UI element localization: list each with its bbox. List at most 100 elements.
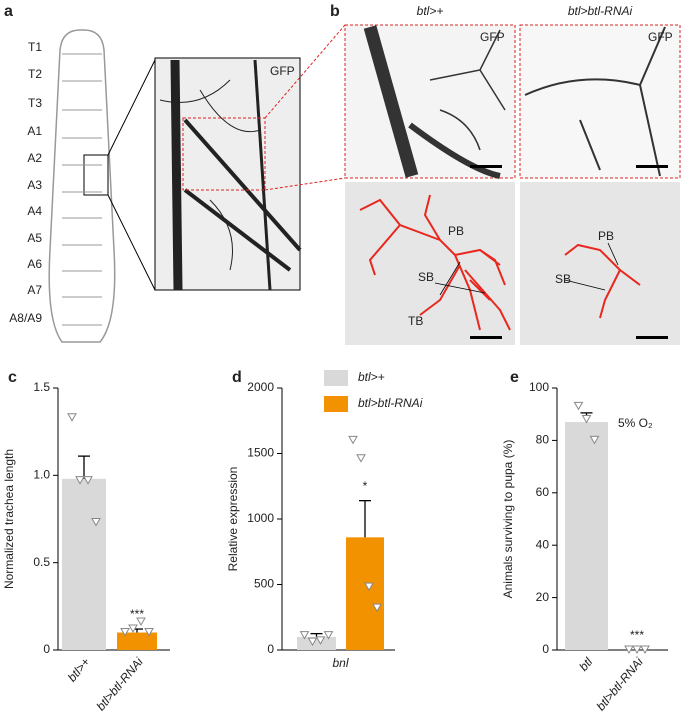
- legend-swatch: [324, 370, 348, 386]
- data-point: [83, 476, 93, 485]
- data-point: [632, 645, 642, 655]
- x-tick-label: btl: [576, 655, 595, 674]
- data-point: [640, 645, 650, 655]
- stain-label: GFP: [480, 30, 505, 44]
- stain-label: GFP: [648, 30, 673, 44]
- data-point: [75, 476, 85, 485]
- larva-outline: [48, 29, 116, 343]
- branch-label: TB: [408, 314, 423, 328]
- bar: [297, 636, 336, 650]
- segment-label: A6: [27, 257, 42, 271]
- branch-label: PB: [448, 224, 464, 238]
- y-tick-label: 1.0: [33, 468, 50, 482]
- y-tick-label: 80: [536, 433, 550, 447]
- scale-bar: [470, 165, 502, 168]
- trachea: [363, 25, 666, 179]
- y-tick-label: 2000: [247, 380, 274, 394]
- x-tick-label: btl>btl-RNAi: [94, 655, 146, 712]
- label-pointer: [434, 242, 619, 296]
- y-tick-label: 0: [43, 642, 50, 656]
- bar: [346, 537, 384, 650]
- segment-label: A4: [27, 204, 42, 218]
- data-point: [315, 636, 326, 645]
- zoom-line: [264, 177, 346, 191]
- column-label: btl>btl-RNAi: [568, 4, 633, 18]
- zoom-line: [107, 59, 156, 156]
- segment-label: A2: [27, 151, 42, 165]
- zoom-box: [83, 154, 109, 196]
- panel-letter: d: [232, 369, 242, 386]
- segment-label: T1: [28, 40, 42, 54]
- x-tick-label: btl>btl-RNAi: [594, 655, 646, 712]
- data-point: [136, 617, 146, 627]
- data-point: [573, 401, 584, 411]
- y-axis-label: Relative expression: [226, 467, 240, 572]
- segment-label: A8/A9: [9, 311, 42, 325]
- bar: [62, 478, 106, 650]
- branch-label: SB: [418, 270, 434, 284]
- legend-label: btl>btl-RNAi: [358, 396, 423, 410]
- bar: [565, 422, 608, 650]
- data-point: [91, 517, 101, 527]
- branch-label: SB: [555, 272, 571, 286]
- panel-letter: b: [330, 3, 340, 20]
- data-point: [581, 414, 592, 424]
- segment-label: A1: [27, 124, 42, 138]
- zoom-box: [182, 117, 266, 191]
- data-point: [307, 637, 318, 647]
- y-tick-label: 500: [254, 577, 274, 591]
- x-tick-label: btl>+: [65, 655, 93, 684]
- data-point: [372, 603, 382, 613]
- y-tick-label: 40: [536, 537, 550, 551]
- scale-bar: [636, 336, 668, 339]
- data-point: [624, 645, 634, 655]
- data-point: [356, 454, 366, 463]
- segment-label: A5: [27, 231, 42, 245]
- zoom-line: [107, 194, 156, 291]
- y-tick-label: 100: [529, 380, 549, 394]
- y-tick-label: 1000: [247, 511, 274, 525]
- legend-label: btl>+: [358, 370, 385, 384]
- legend-swatch: [324, 396, 348, 412]
- y-axis-label: Animals surviving to pupa (%): [501, 440, 515, 599]
- data-point: [144, 628, 154, 637]
- y-tick-label: 1500: [247, 446, 274, 460]
- significance: ***: [130, 607, 144, 621]
- panel-letter: c: [8, 369, 17, 386]
- bar: [117, 632, 157, 650]
- condition-label: 5% O₂: [618, 416, 653, 430]
- y-axis-label: Normalized trachea length: [2, 449, 16, 589]
- data-point: [348, 435, 358, 445]
- y-tick-label: 0: [267, 642, 274, 656]
- panel-letter: e: [510, 369, 519, 386]
- y-tick-label: 1.5: [33, 380, 50, 394]
- segment-label: T3: [28, 96, 42, 110]
- y-tick-label: 20: [536, 590, 550, 604]
- significance: ***: [630, 628, 644, 642]
- scale-bar: [470, 336, 502, 339]
- data-point: [299, 631, 310, 640]
- tracing-panel: [520, 182, 680, 345]
- panel-letter: a: [4, 3, 13, 20]
- trachea: [159, 59, 302, 291]
- y-tick-label: 0: [542, 642, 549, 656]
- y-tick-label: 0.5: [33, 555, 50, 569]
- data-point: [128, 624, 138, 634]
- data-point: [589, 435, 600, 445]
- segment-label: A3: [27, 178, 42, 192]
- branch-tracing: [359, 194, 641, 331]
- data-point: [323, 631, 334, 640]
- micrograph: [519, 24, 681, 179]
- scale-bar: [636, 165, 668, 168]
- x-tick-label: bnl: [332, 656, 348, 670]
- data-point: [364, 582, 374, 592]
- significance: *: [363, 479, 368, 493]
- segment-label: A7: [27, 283, 42, 297]
- data-point: [67, 413, 77, 422]
- data-point: [120, 628, 130, 637]
- column-label: btl>+: [417, 4, 444, 18]
- y-tick-label: 60: [536, 485, 550, 499]
- tracing-panel: [345, 182, 515, 345]
- branch-label: PB: [598, 229, 614, 243]
